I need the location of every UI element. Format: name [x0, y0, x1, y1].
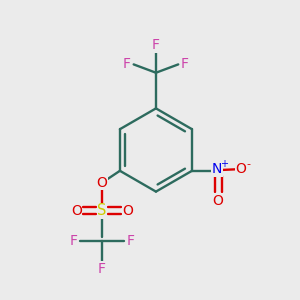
Text: O: O — [122, 204, 134, 218]
Text: F: F — [127, 234, 135, 248]
Text: O: O — [97, 176, 107, 190]
Text: +: + — [220, 159, 228, 169]
Text: F: F — [98, 262, 106, 276]
Text: F: F — [69, 234, 77, 248]
Text: N: N — [212, 162, 222, 176]
Text: F: F — [181, 57, 189, 71]
Text: -: - — [247, 159, 251, 169]
Text: O: O — [213, 194, 224, 208]
Text: O: O — [71, 204, 82, 218]
Text: F: F — [152, 38, 160, 52]
Text: O: O — [236, 162, 247, 176]
Text: S: S — [98, 203, 107, 218]
Text: F: F — [123, 57, 131, 71]
